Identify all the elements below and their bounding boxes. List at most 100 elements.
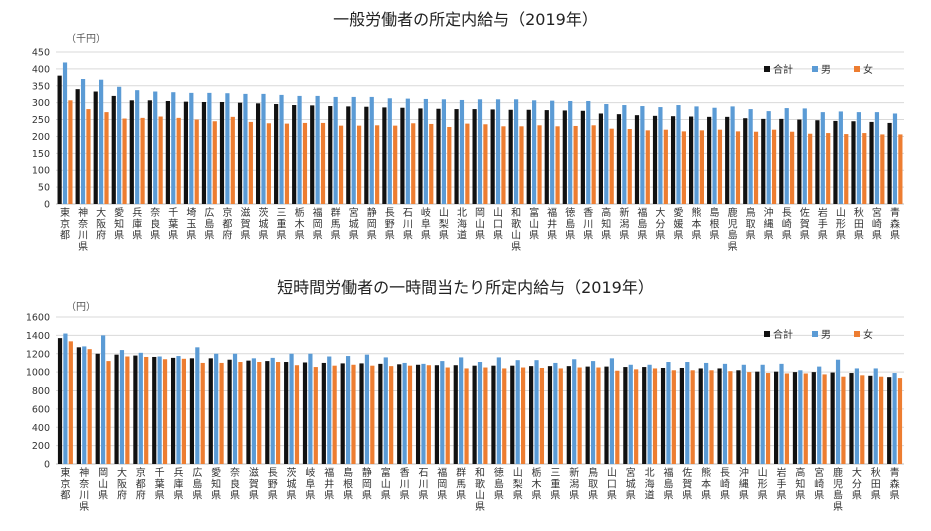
bar-male xyxy=(63,333,68,464)
bar-male xyxy=(658,107,663,204)
x-category-label-char: 県 xyxy=(268,490,278,502)
x-category-label-char: 北 xyxy=(645,467,655,479)
bar-male xyxy=(157,356,162,464)
x-category-label-char: 崎 xyxy=(782,217,792,230)
x-category-label-char: 山 xyxy=(511,230,521,242)
x-category-label-char: 県 xyxy=(331,230,341,242)
x-category-label-char: 和 xyxy=(511,207,521,219)
bar-female xyxy=(375,125,380,204)
bar-male xyxy=(835,359,841,464)
x-category-label-char: 都 xyxy=(60,230,70,242)
bar-female xyxy=(897,378,903,464)
bar-total xyxy=(321,362,326,464)
x-category-label-char: 岡 xyxy=(313,218,323,230)
x-category-label-char: 府 xyxy=(222,229,232,242)
x-category-label-char: 埼 xyxy=(186,206,196,219)
bar-female xyxy=(411,123,416,204)
bar-total xyxy=(310,105,315,204)
bar-female xyxy=(238,362,243,464)
bar-total xyxy=(623,367,628,464)
bar-male xyxy=(138,352,143,464)
x-category-label-char: 分 xyxy=(655,218,665,230)
bar-female xyxy=(248,121,253,204)
x-category-label-char: 阪 xyxy=(96,217,106,230)
x-category-label-char: 県 xyxy=(186,230,196,242)
bar-male xyxy=(402,362,407,464)
x-category-label-char: 県 xyxy=(343,490,353,502)
bar-total xyxy=(830,372,835,464)
x-category-label-char: 阪 xyxy=(117,477,127,490)
x-category-label-char: 県 xyxy=(871,490,881,502)
x-category-label-char: 島 xyxy=(710,206,720,219)
y-tick-label: 250 xyxy=(32,115,50,126)
x-category-label-char: 滋 xyxy=(249,466,259,479)
x-category-label-char: 県 xyxy=(607,490,617,502)
x-category-label-char: 福 xyxy=(547,206,557,219)
x-category-label-char: 沖 xyxy=(739,466,749,479)
bar-female xyxy=(826,133,831,204)
x-category-label-char: 栃 xyxy=(295,206,305,219)
bar-total xyxy=(774,371,779,464)
bar-male xyxy=(327,356,332,464)
bar-male xyxy=(459,357,464,464)
bar-male xyxy=(308,353,313,464)
x-category-label-char: 大 xyxy=(96,206,106,219)
bar-total xyxy=(851,121,856,204)
x-category-label-char: 重 xyxy=(277,217,287,230)
bar-total xyxy=(246,360,251,464)
bar-total xyxy=(453,365,458,464)
x-category-label-char: 山 xyxy=(836,207,846,219)
bar-male xyxy=(251,358,256,464)
x-category-label-char: 兵 xyxy=(173,466,183,479)
x-category-label-char: 佐 xyxy=(800,207,810,219)
x-category-label-char: 福 xyxy=(637,206,647,219)
bar-male xyxy=(838,111,843,204)
x-category-label-char: 石 xyxy=(418,468,428,479)
x-category-label-char: 群 xyxy=(456,466,466,479)
bar-total xyxy=(547,366,553,464)
x-category-label-char: 県 xyxy=(588,490,598,502)
bar-male xyxy=(496,357,501,464)
x-category-label-char: 県 xyxy=(728,241,738,253)
bar-female xyxy=(87,349,92,464)
bar-male xyxy=(459,99,465,204)
x-category-label-char: 県 xyxy=(173,490,183,502)
bar-male xyxy=(730,106,735,204)
x-category-label-char: 岡 xyxy=(437,478,447,490)
bar-female xyxy=(294,365,300,464)
x-category-label-char: 山 xyxy=(607,467,617,479)
bar-female xyxy=(520,367,526,464)
bar-total xyxy=(265,361,270,464)
x-category-label-char: 潟 xyxy=(569,477,579,490)
bar-female xyxy=(483,367,488,464)
bar-female xyxy=(338,125,344,204)
x-category-label-char: 青 xyxy=(890,206,900,219)
y-tick-label: 800 xyxy=(32,386,50,397)
x-category-label-char: 馬 xyxy=(456,478,466,490)
x-category-label-char: 宮 xyxy=(349,206,359,219)
x-category-label-char: 県 xyxy=(493,230,503,242)
x-category-label-char: 川 xyxy=(400,479,410,490)
x-category-label-char: 静 xyxy=(367,206,377,219)
bar-total xyxy=(436,108,441,204)
legend-label: 女 xyxy=(863,328,873,341)
bar-male xyxy=(741,364,746,464)
x-category-label-char: 京 xyxy=(60,477,70,490)
x-category-label-char: 県 xyxy=(362,490,372,502)
bar-total xyxy=(529,366,534,464)
bar-female xyxy=(615,370,620,464)
x-category-label-char: 知 xyxy=(795,477,805,490)
x-category-label-char: 県 xyxy=(513,490,523,502)
bar-male xyxy=(369,96,374,204)
x-category-label-char: 県 xyxy=(836,230,846,242)
x-category-label-char: 県 xyxy=(230,490,240,502)
x-category-label-char: 阜 xyxy=(305,477,315,490)
bar-female xyxy=(176,117,181,204)
x-category-label-char: 森 xyxy=(890,477,900,490)
bar-male xyxy=(604,104,609,204)
bar-male xyxy=(333,96,338,204)
bar-total xyxy=(57,338,63,464)
x-category-label-char: 分 xyxy=(852,478,862,490)
bar-total xyxy=(585,366,590,464)
bar-female xyxy=(194,119,199,204)
